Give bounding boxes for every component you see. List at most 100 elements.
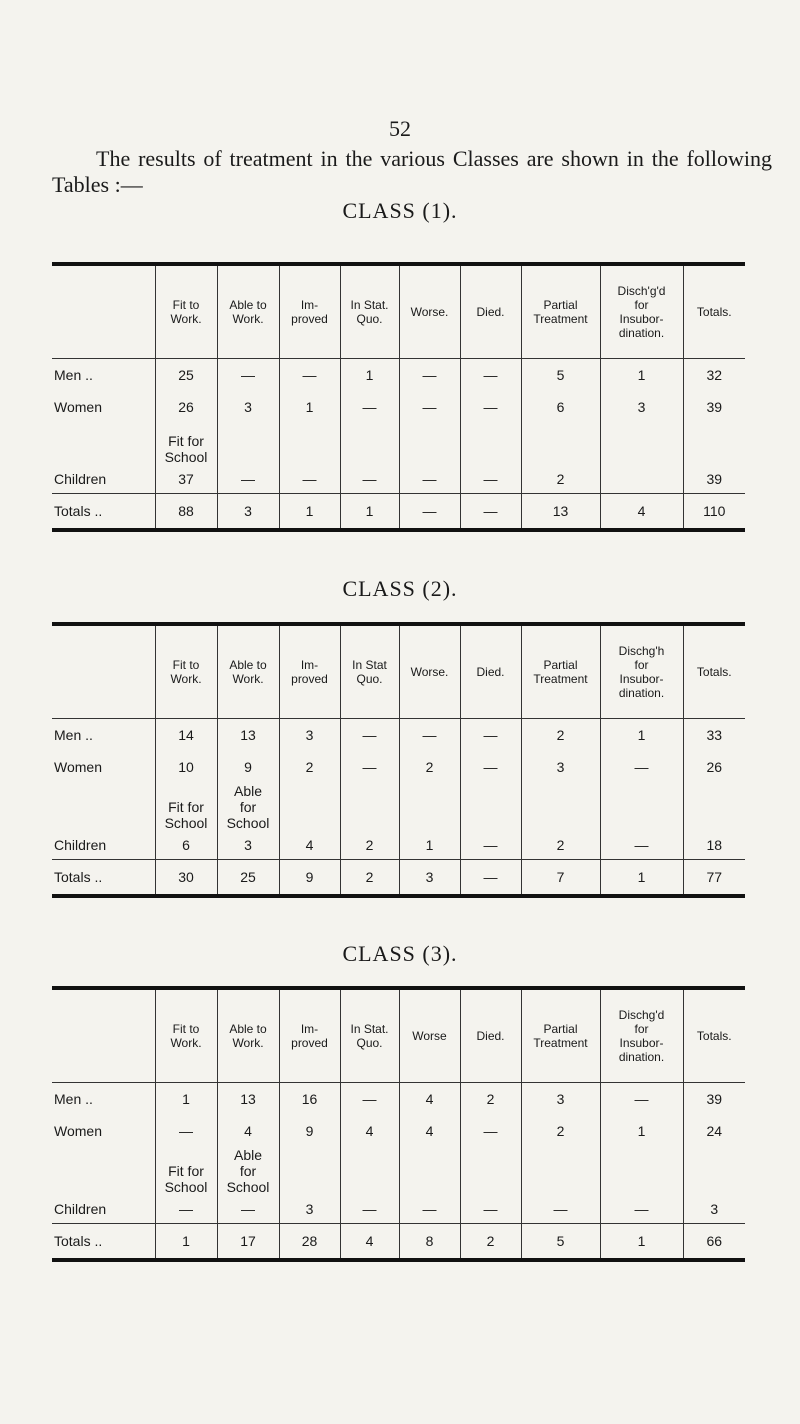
cell-value: 18 [706, 837, 723, 853]
table-cell: 2 [459, 1082, 521, 1115]
table-cell: 77 [682, 859, 745, 896]
cell-value: — [634, 1091, 649, 1107]
cell-value: 9 [305, 1123, 314, 1139]
table-cell: — [599, 783, 683, 860]
header-cell [52, 624, 155, 719]
cell-value: 17 [240, 1233, 256, 1249]
table-cell: 3 [520, 751, 600, 783]
table-cell: — [339, 1147, 399, 1224]
table-cell: 2 [520, 1115, 600, 1147]
table-cell: 1 [154, 1223, 217, 1260]
cell-value: — [553, 1201, 568, 1217]
cell-value: 1 [182, 1233, 190, 1249]
table-cell: 24 [682, 1115, 745, 1147]
table-cell: 10 [154, 751, 217, 783]
table-cell: 1 [599, 859, 683, 896]
table-cell: 1 [599, 1223, 683, 1260]
cell-value: — [483, 727, 498, 743]
header-cell: Dischg'h for Insubor- dination. [599, 624, 683, 719]
table-cell: Able for School 3 [216, 783, 279, 860]
header-cell: Im- proved [278, 624, 340, 719]
header-cell: Partial Treatment [520, 264, 600, 359]
cell-value: 5 [556, 367, 565, 383]
cell-value: — [241, 1201, 255, 1217]
table-cell: 33 [682, 718, 745, 751]
cell-value: — [483, 367, 498, 383]
table-cell: 66 [682, 1223, 745, 1260]
row-label: Children [54, 471, 107, 487]
cell-value: — [241, 471, 255, 487]
cell-value: 33 [706, 727, 723, 743]
table-row: Totals .. 88 3 1 1 — — 13 4 110 [52, 493, 745, 530]
table-cell: 1 [278, 391, 340, 423]
cell-value: 2 [486, 1091, 495, 1107]
cell-value: 25 [240, 869, 256, 885]
cell-value: 24 [706, 1123, 723, 1139]
header-cell: Able to Work. [216, 624, 279, 719]
cell-value: — [483, 399, 498, 415]
table-cell: — [216, 358, 279, 391]
cell-value: 39 [706, 399, 723, 415]
cell-value: 3 [305, 727, 314, 743]
cell-value: — [422, 399, 437, 415]
cell-value: 9 [305, 869, 314, 885]
table-row: Men .. 14 13 3— — —2 1 33 [52, 718, 745, 751]
intro-text: The results of treatment in the various … [52, 146, 772, 197]
table-cell: — [459, 391, 521, 423]
table-cell: 4 [278, 783, 340, 860]
cell-value: 1 [305, 399, 314, 415]
results-table: Fit to Work. Able to Work. Im- proved In St… [52, 986, 745, 1262]
row-label: Men .. [54, 367, 93, 383]
table-row: Children Fit for School 37 — — — — — 2 39 [52, 423, 745, 494]
cell-value: 66 [706, 1233, 723, 1249]
cell-value: 13 [552, 503, 569, 519]
table-row: Children Fit for School 6 Able for School 3 4… [52, 783, 745, 860]
cell-value: 3 [556, 1091, 565, 1107]
cell-value: — [483, 1123, 498, 1139]
table-cell: — [339, 718, 399, 751]
header-cell: Worse [398, 988, 460, 1083]
table-cell [599, 423, 683, 494]
cell-value: 7 [556, 869, 565, 885]
row-label: Women [54, 399, 102, 415]
row-label: Children [54, 1201, 107, 1217]
cell-value: 2 [556, 471, 565, 487]
table-cell: Fit for School 6 [154, 783, 217, 860]
cell-note: Able for School [226, 783, 270, 831]
table-cell: Fit for School — [154, 1147, 217, 1224]
header-cell: Totals. [682, 264, 745, 359]
table-cell: 4 [398, 1082, 460, 1115]
table-cell: 4 [398, 1115, 460, 1147]
table-cell: 2 [339, 783, 399, 860]
cell-note: Fit for School [164, 433, 208, 465]
results-table: Fit to Work. Able to Work. Im- proved In St… [52, 622, 745, 898]
cell-value: 1 [637, 1123, 646, 1139]
cell-value: 37 [178, 471, 194, 487]
table-cell: — [599, 1147, 683, 1224]
table-cell: 5 [520, 358, 600, 391]
cell-value: — [241, 367, 255, 383]
table-cell: 5 [520, 1223, 600, 1260]
cell-value: 2 [365, 869, 374, 885]
table-cell: 1 [599, 358, 683, 391]
table-cell: — [339, 391, 399, 423]
table-cell: Able for School — [216, 1147, 279, 1224]
cell-value: 30 [178, 869, 194, 885]
row-label: Totals .. [52, 859, 155, 896]
table-row: Totals .. 1 17 28 4 8 2 5 1 66 [52, 1223, 745, 1260]
header-row: Fit to Work. Able to Work. Im- proved In St… [52, 988, 745, 1083]
table-cell: — [398, 1147, 460, 1224]
table-row: Women 26 3 1 — — — 6 3 39 [52, 391, 745, 423]
header-cell: Died. [459, 624, 521, 719]
table-cell: 4 [599, 493, 683, 530]
table-cell: — [339, 423, 399, 494]
cell-value: — [483, 759, 498, 775]
table-cell: 17 [216, 1223, 279, 1260]
table-cell: 14 [154, 718, 217, 751]
cell-value: 3 [244, 399, 252, 415]
cell-value: 6 [556, 399, 565, 415]
header-cell: In Stat. Quo. [339, 264, 399, 359]
table-cell: — [459, 1147, 521, 1224]
table-title: CLASS (2). [342, 576, 458, 601]
cell-value: — [422, 1201, 437, 1217]
